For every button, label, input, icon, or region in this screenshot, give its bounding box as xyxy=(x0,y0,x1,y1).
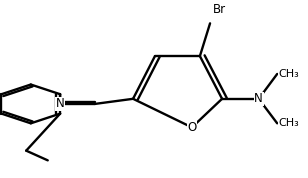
Text: CH₃: CH₃ xyxy=(279,69,299,79)
Text: N: N xyxy=(56,97,64,110)
Text: N: N xyxy=(254,92,263,105)
Text: CH₃: CH₃ xyxy=(279,118,299,128)
Text: O: O xyxy=(187,121,197,134)
Text: Br: Br xyxy=(213,3,226,16)
